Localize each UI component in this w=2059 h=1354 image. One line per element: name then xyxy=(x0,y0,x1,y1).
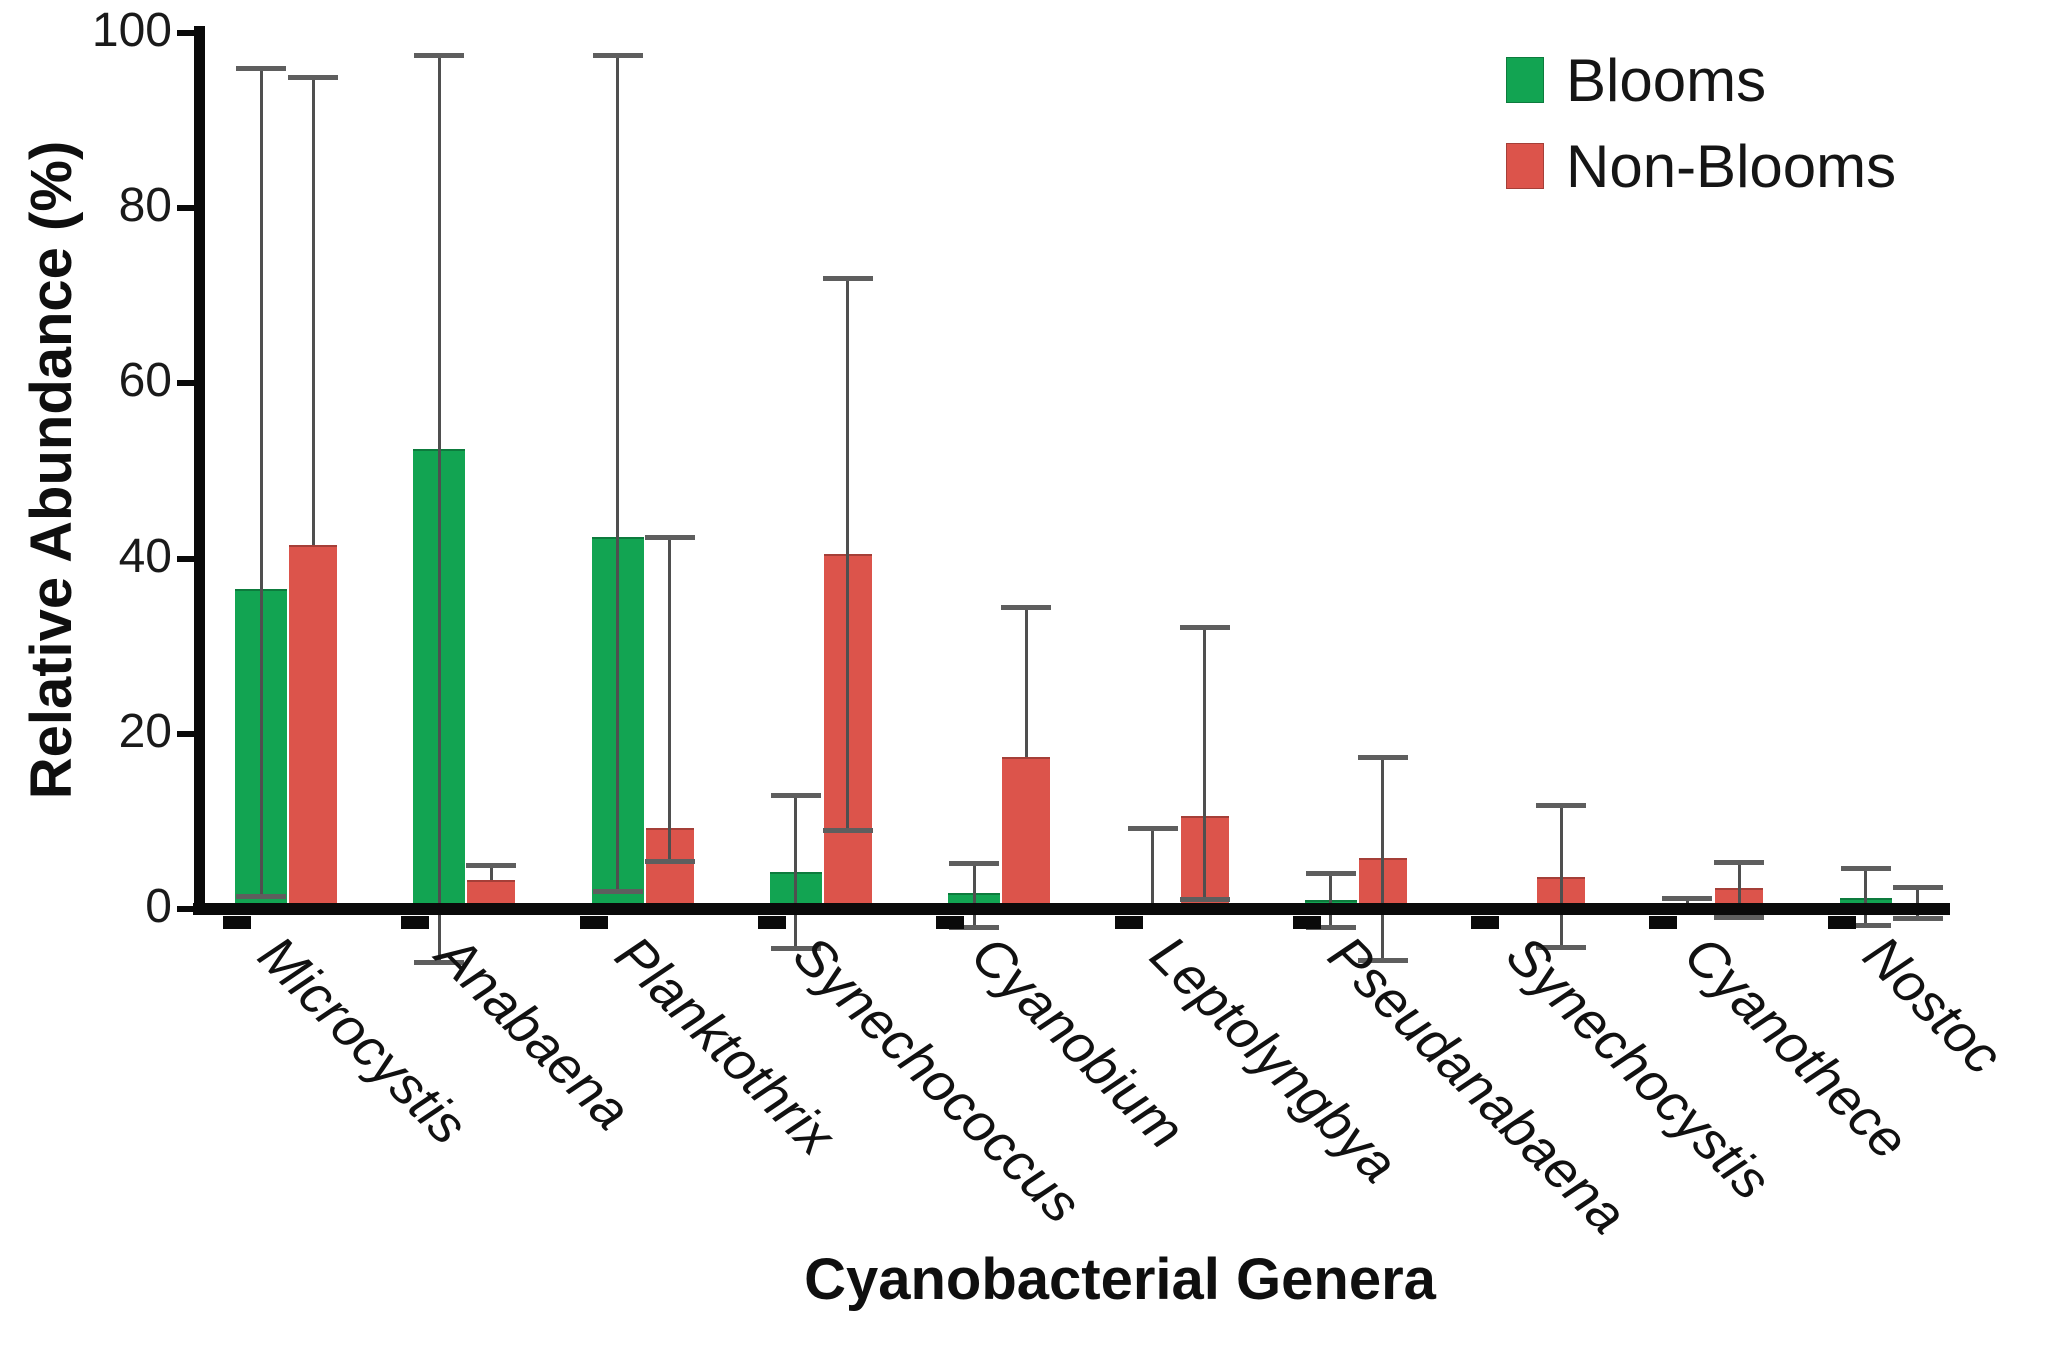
y-axis-title: Relative Abundance (%) xyxy=(19,140,84,800)
x-axis-tick xyxy=(579,916,608,929)
error-cap-top xyxy=(1892,885,1943,891)
legend-item-non-blooms: Non-Blooms xyxy=(1506,132,1897,200)
legend-item-blooms: Blooms xyxy=(1506,46,1896,114)
x-axis-tick xyxy=(1114,916,1143,929)
legend-label: Blooms xyxy=(1566,46,1767,114)
error-cap-bottom xyxy=(592,889,643,895)
error-cap-bottom xyxy=(822,828,873,834)
category-label-nostoc: Nostoc xyxy=(1851,924,2013,1086)
error-cap-bottom xyxy=(414,959,465,965)
y-axis-tick xyxy=(177,380,195,387)
error-bar xyxy=(1559,804,1563,947)
x-axis-tick xyxy=(1471,916,1500,929)
error-cap-top xyxy=(1179,624,1230,630)
error-cap-bottom xyxy=(949,924,1000,930)
non-blooms-swatch-icon xyxy=(1506,143,1544,189)
non-bloom-bar-cyanobium xyxy=(1002,757,1051,911)
error-bar xyxy=(794,795,798,948)
x-axis-tick xyxy=(401,916,430,929)
error-bar xyxy=(1203,626,1206,900)
error-bar xyxy=(489,865,493,881)
error-bar xyxy=(1685,898,1689,905)
x-axis-tick xyxy=(1649,916,1678,929)
error-bar xyxy=(668,536,672,861)
y-axis-tick-label: 40 xyxy=(118,529,172,583)
error-cap-bottom xyxy=(1892,915,1943,921)
error-cap-top xyxy=(770,793,821,799)
error-cap-top xyxy=(1127,826,1178,832)
error-cap-bottom xyxy=(1840,922,1891,928)
x-axis-tick xyxy=(936,916,965,929)
error-cap-top xyxy=(236,66,286,72)
y-axis-tick xyxy=(177,906,195,912)
error-cap-top xyxy=(592,52,643,58)
x-axis-title: Cyanobacterial Genera xyxy=(804,1247,1436,1312)
y-axis-tick-label: 20 xyxy=(118,704,172,758)
error-cap-top xyxy=(288,74,338,80)
x-axis-line xyxy=(193,903,1950,915)
error-cap-top xyxy=(644,534,695,540)
error-cap-bottom xyxy=(1536,944,1587,950)
x-axis-tick xyxy=(1827,916,1856,929)
error-cap-top xyxy=(949,860,1000,866)
error-bar xyxy=(259,68,263,896)
x-axis-tick xyxy=(1292,916,1321,929)
error-cap-top xyxy=(414,52,465,58)
y-axis-tick xyxy=(177,730,195,737)
error-cap-bottom xyxy=(1714,914,1765,920)
y-axis-tick-label: 60 xyxy=(118,354,172,408)
error-bar xyxy=(846,278,850,831)
legend-label: Non-Blooms xyxy=(1566,132,1897,200)
error-cap-top xyxy=(466,863,517,869)
error-cap-top xyxy=(1714,859,1765,865)
error-cap-top xyxy=(1001,604,1052,610)
error-bar xyxy=(972,862,976,927)
y-axis-line xyxy=(194,26,205,913)
error-bar xyxy=(311,76,315,546)
non-bloom-bar-microcystis xyxy=(289,545,337,911)
error-bar xyxy=(1381,757,1385,960)
error-cap-bottom xyxy=(644,858,695,864)
y-axis-tick xyxy=(177,30,195,36)
x-axis-tick xyxy=(757,916,786,929)
error-cap-bottom xyxy=(236,893,286,899)
error-bar xyxy=(1024,606,1028,758)
y-axis-tick-label: 80 xyxy=(118,179,172,233)
error-bar xyxy=(1916,887,1920,918)
error-bar xyxy=(616,54,620,892)
x-axis-tick xyxy=(223,916,251,929)
error-bar xyxy=(1864,867,1868,925)
blooms-swatch-icon xyxy=(1506,57,1544,103)
error-cap-bottom xyxy=(1179,897,1230,903)
error-cap-top xyxy=(1662,896,1713,902)
y-axis-tick-label: 100 xyxy=(91,4,172,57)
error-cap-top xyxy=(1305,871,1356,877)
y-axis-tick xyxy=(177,555,195,562)
y-axis-tick xyxy=(177,205,195,212)
error-cap-top xyxy=(1357,755,1408,761)
error-cap-bottom xyxy=(1357,957,1408,963)
error-cap-bottom xyxy=(1305,924,1356,930)
error-bar xyxy=(1151,828,1154,906)
legend: Blooms Non-Blooms xyxy=(1506,46,1897,220)
error-cap-bottom xyxy=(770,945,821,951)
error-bar xyxy=(437,54,441,962)
error-cap-top xyxy=(822,276,873,282)
y-axis-tick-label: 0 xyxy=(145,880,172,933)
error-bar xyxy=(1329,873,1333,927)
error-cap-top xyxy=(1536,802,1587,808)
category-label-pseudanabaena: Pseudanabaena xyxy=(1316,924,1638,1246)
error-bar xyxy=(1737,861,1741,917)
error-cap-top xyxy=(1840,865,1891,871)
